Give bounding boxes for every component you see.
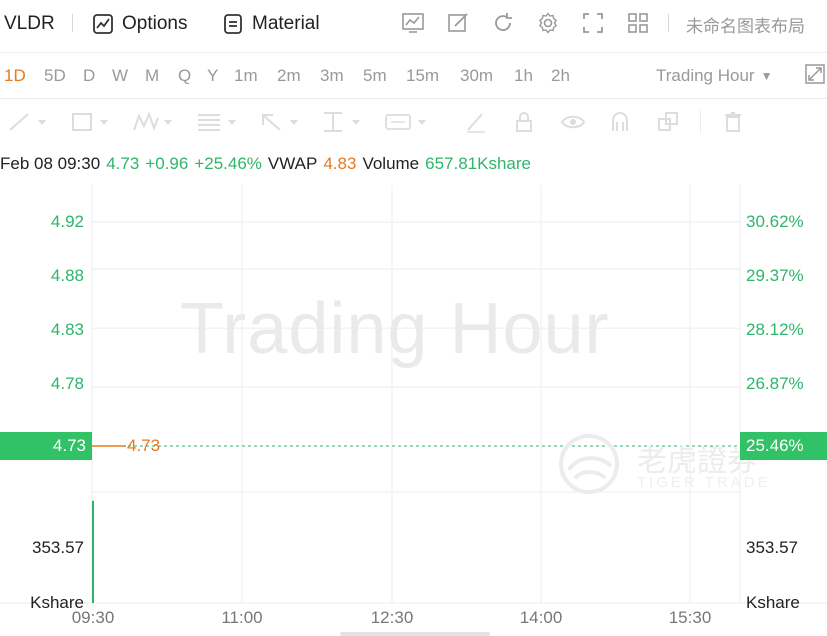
magnet-icon[interactable] xyxy=(608,108,632,136)
pct-tick: 28.12% xyxy=(746,320,804,339)
period-d[interactable]: D xyxy=(83,66,96,85)
drawing-toolbar xyxy=(0,100,827,144)
period-1m[interactable]: 1m xyxy=(234,66,258,85)
period-30m[interactable]: 30m xyxy=(460,66,494,85)
toolbar-divider xyxy=(72,14,73,32)
period-5d[interactable]: 5D xyxy=(44,66,66,85)
pen-icon[interactable] xyxy=(464,108,488,136)
period-2h[interactable]: 2h xyxy=(551,66,570,85)
time-tick: 09:30 xyxy=(71,608,115,627)
rectangle-tool-icon[interactable] xyxy=(70,108,110,136)
options-button[interactable]: Options xyxy=(92,0,187,48)
current-price-badge: 4.73 xyxy=(0,432,92,460)
price-tick: 4.92 xyxy=(50,212,84,231)
period-w[interactable]: W xyxy=(112,66,129,85)
brand-en: TIGER TRADE xyxy=(637,474,771,491)
current-price-value: 4.73 xyxy=(52,436,86,455)
arrow-tool-icon[interactable] xyxy=(258,108,302,136)
lock-icon[interactable] xyxy=(512,108,536,136)
symbol-label[interactable]: VLDR xyxy=(4,13,55,34)
options-label: Options xyxy=(122,13,188,34)
top-toolbar: VLDR Options Material 未命名图表布局 xyxy=(0,0,827,48)
chart-box-icon xyxy=(92,13,114,35)
period-2m[interactable]: 2m xyxy=(277,66,301,85)
layout-name[interactable]: 未命名图表布局 xyxy=(686,16,805,36)
trading-hour-watermark: Trading Hour xyxy=(180,289,610,369)
measure-tool-icon[interactable] xyxy=(320,108,364,136)
divider xyxy=(0,52,827,53)
vwap-value: 4.83 xyxy=(323,154,357,173)
period-bar: 1D 5D D W M Q Y 1m 2m 3m 5m 15m 30m 1h 2… xyxy=(0,54,827,98)
volume-bar xyxy=(92,500,94,603)
tiger-trade-watermark: 老虎證券 TIGER TRADE xyxy=(555,432,795,496)
quote-datetime: Feb 08 09:30 xyxy=(0,154,101,173)
brand-cn: 老虎證券 xyxy=(637,445,757,478)
text-tool-icon[interactable] xyxy=(384,108,430,136)
quote-change: +0.96 xyxy=(145,154,189,173)
volume-unit-right: Kshare xyxy=(746,593,800,612)
caret-down-icon: ▼ xyxy=(760,69,773,83)
session-select[interactable]: Trading Hour ▼ xyxy=(656,54,772,98)
pct-tick: 30.62% xyxy=(746,212,804,231)
current-pct-value: 25.46% xyxy=(746,436,804,455)
period-15m[interactable]: 15m xyxy=(406,66,440,85)
volume-label: Volume xyxy=(362,154,420,173)
price-tick: 4.88 xyxy=(50,266,84,285)
period-q[interactable]: Q xyxy=(178,66,192,85)
toolbar-divider xyxy=(700,110,701,134)
session-label: Trading Hour xyxy=(656,66,755,85)
eye-icon[interactable] xyxy=(560,108,586,136)
time-tick: 14:00 xyxy=(519,608,563,627)
volume-unit-left: Kshare xyxy=(30,593,84,612)
toolbar-divider xyxy=(668,14,669,32)
current-pct-badge: 25.46% xyxy=(740,432,827,460)
period-m[interactable]: M xyxy=(145,66,160,85)
layers-icon[interactable] xyxy=(656,108,680,136)
fullscreen-icon[interactable] xyxy=(580,10,606,36)
period-y[interactable]: Y xyxy=(207,66,219,85)
refresh-icon[interactable] xyxy=(490,10,516,36)
quote-info: Feb 08 09:30 4.73 +0.96 +25.46% VWAP 4.8… xyxy=(0,150,537,178)
document-icon xyxy=(222,13,244,35)
tiger-logo-icon xyxy=(559,434,619,494)
price-tick: 4.78 xyxy=(50,374,84,393)
grid-layout-icon[interactable] xyxy=(625,10,651,36)
time-tick: 12:30 xyxy=(370,608,414,627)
time-tick: 15:30 xyxy=(668,608,712,627)
chart-scrollbar[interactable] xyxy=(340,632,490,636)
edit-icon[interactable] xyxy=(445,10,471,36)
fibonacci-tool-icon[interactable] xyxy=(196,108,240,136)
pct-tick: 26.87% xyxy=(746,374,804,393)
pct-tick: 29.37% xyxy=(746,266,804,285)
volume-tick-left: 353.57 xyxy=(32,538,84,557)
material-button[interactable]: Material xyxy=(222,0,320,48)
trash-icon[interactable] xyxy=(722,108,744,136)
trend-line-icon[interactable] xyxy=(8,108,48,136)
period-1h[interactable]: 1h xyxy=(514,66,533,85)
volume-value: 657.81Kshare xyxy=(425,154,532,173)
volume-tick-right: 353.57 xyxy=(746,538,798,557)
indicator-icon[interactable] xyxy=(400,10,426,36)
price-tick: 4.83 xyxy=(50,320,84,339)
pattern-tool-icon[interactable] xyxy=(132,108,176,136)
expand-icon[interactable] xyxy=(804,63,826,85)
vwap-label: VWAP xyxy=(267,154,318,173)
price-line-label: 4.73 xyxy=(127,436,161,455)
settings-gear-icon[interactable] xyxy=(535,10,561,36)
material-label: Material xyxy=(252,13,320,34)
time-tick: 11:00 xyxy=(221,608,263,627)
divider xyxy=(0,98,827,99)
period-3m[interactable]: 3m xyxy=(320,66,344,85)
period-1d[interactable]: 1D xyxy=(4,66,26,85)
period-5m[interactable]: 5m xyxy=(363,66,387,85)
quote-price: 4.73 xyxy=(106,154,140,173)
quote-change-pct: +25.46% xyxy=(194,154,262,173)
